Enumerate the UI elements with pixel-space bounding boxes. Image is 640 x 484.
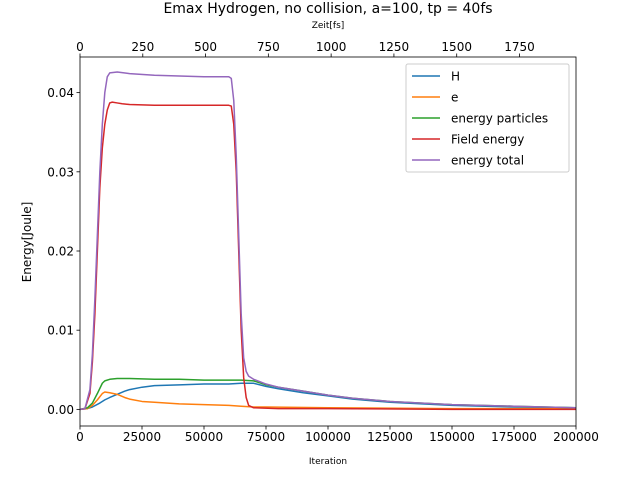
top-x-tick-label: 1500 [441,40,472,54]
x-tick-label: 100000 [305,430,351,444]
y-tick-label: 0.01 [47,324,74,338]
series-lines [80,71,576,411]
x-axis-label: Iteration [309,457,347,467]
legend-label-e: e [451,91,458,105]
y-tick-label: 0.00 [47,403,74,417]
legend-label-h: H [451,70,460,84]
x-tick-label: 50000 [185,430,223,444]
x-tick-label: 200000 [553,430,599,444]
x-tick-label: 125000 [367,430,413,444]
series-line-energy-total [80,71,576,411]
top-x-axis-label: Zeit[fs] [312,21,345,31]
legend-label-energy-total: energy total [451,154,524,168]
y-tick-label: 0.04 [47,86,74,100]
axis-ticks: 0 25000 50000 75000 100000 125000 150000 175000… [47,40,599,444]
x-tick-label: 175000 [491,430,537,444]
top-x-tick-label: 1750 [504,40,535,54]
plot-area [79,56,577,427]
x-tick-label: 75000 [247,430,285,444]
y-tick-label: 0.03 [47,165,74,179]
legend-box [405,63,570,173]
series-line-e [80,391,576,411]
x-tick-label: 0 [76,430,84,444]
top-x-tick-label: 1250 [379,40,410,54]
top-x-tick-label: 0 [76,40,84,54]
legend-label-field-energy: Field energy [451,133,524,147]
top-x-tick-label: 250 [131,40,154,54]
chart-title: Emax Hydrogen, no collision, a=100, tp =… [163,1,492,17]
y-axis-label: Energy[Joule] [20,202,34,283]
top-x-tick-label: 500 [194,40,217,54]
x-tick-label: 25000 [123,430,161,444]
legend-label-energy-particles: energy particles [451,112,548,126]
x-tick-label: 150000 [429,430,475,444]
legend: He energy particles Field energy energy tot… [405,63,570,173]
y-tick-label: 0.02 [47,245,74,259]
series-line-h [80,382,576,411]
top-x-tick-label: 1000 [316,40,347,54]
top-x-tick-label: 750 [257,40,280,54]
